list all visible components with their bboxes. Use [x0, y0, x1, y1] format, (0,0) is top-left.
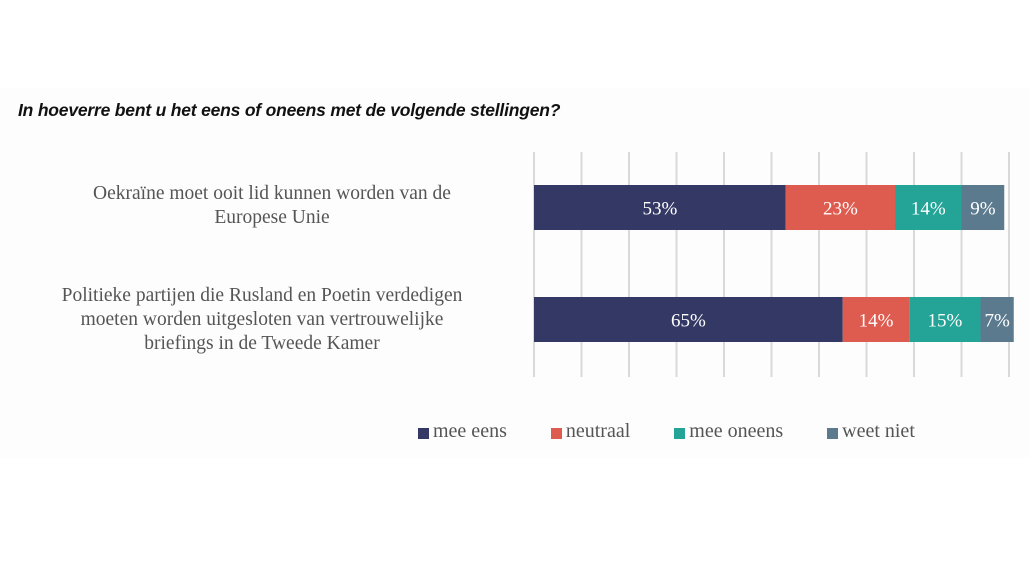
- legend-swatch: [827, 427, 839, 439]
- legend: mee eens neutraal mee oneens weet niet: [418, 420, 959, 443]
- legend-label: weet niet: [842, 420, 915, 442]
- category-label-line: Politieke partijen die Rusland en Poetin…: [61, 285, 463, 306]
- legend-swatch: [674, 427, 686, 439]
- bar-segment-weet-niet-1: [980, 297, 1014, 342]
- data-label: 14%: [859, 311, 894, 332]
- data-label: 14%: [911, 199, 946, 220]
- legend-item-mee-eens: mee eens: [418, 420, 507, 443]
- category-label-0: Oekraïne moet ooit lid kunnen worden van…: [32, 182, 512, 230]
- category-label-1: Politieke partijen die Rusland en Poetin…: [12, 284, 512, 356]
- legend-label: mee eens: [433, 420, 507, 442]
- data-label: 7%: [984, 311, 1010, 332]
- bar-segment-mee-eens-0: [534, 185, 786, 230]
- bar-segment-mee-oneens-0: [895, 185, 962, 230]
- category-label-line: Europese Unie: [214, 207, 330, 228]
- data-label: 23%: [823, 199, 858, 220]
- data-label: 15%: [927, 311, 962, 332]
- bar-segment-neutraal-1: [842, 297, 910, 342]
- bar-segment-weet-niet-0: [961, 185, 1005, 230]
- chart-title: In hoeverre bent u het eens of oneens me…: [18, 100, 561, 120]
- legend-label: mee oneens: [689, 420, 784, 442]
- category-label-line: briefings in de Tweede Kamer: [144, 333, 380, 354]
- legend-label: neutraal: [565, 420, 631, 442]
- data-label: 9%: [970, 199, 996, 220]
- chart-panel: [0, 88, 1030, 458]
- legend-item-weet-niet: weet niet: [827, 420, 915, 443]
- bar-segment-mee-eens-1: [534, 297, 843, 342]
- legend-item-neutraal: neutraal: [550, 420, 631, 443]
- legend-item-mee-oneens: mee oneens: [674, 420, 783, 443]
- legend-swatch: [550, 427, 562, 439]
- bar-segment-mee-oneens-1: [909, 297, 981, 342]
- category-label-line: moeten worden uitgesloten van vertrouwel…: [80, 309, 444, 330]
- data-label: 65%: [671, 311, 706, 332]
- category-label-line: Oekraïne moet ooit lid kunnen worden van…: [93, 183, 451, 204]
- data-label: 53%: [642, 199, 677, 220]
- legend-swatch: [418, 427, 429, 439]
- bar-segment-neutraal-0: [785, 185, 895, 230]
